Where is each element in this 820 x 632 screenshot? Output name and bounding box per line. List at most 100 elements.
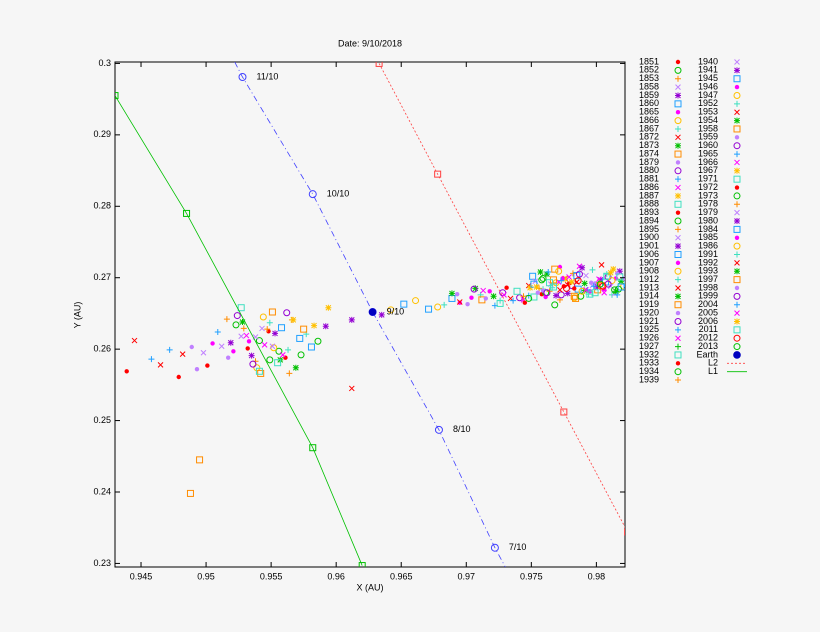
legend-label: 1865 xyxy=(639,107,659,117)
legend-label: 1933 xyxy=(639,358,659,368)
marker xyxy=(288,614,294,620)
legend-swatch xyxy=(674,217,682,225)
marker xyxy=(465,301,470,307)
marker xyxy=(575,270,583,278)
marker xyxy=(564,290,571,297)
marker xyxy=(527,284,534,291)
earth-track-label: 7/10 xyxy=(509,542,527,552)
legend-swatch xyxy=(675,176,681,183)
legend-swatch xyxy=(674,317,682,325)
marker xyxy=(278,324,286,332)
legend-swatch xyxy=(734,310,740,316)
marker xyxy=(616,273,624,281)
y-tick-label: 0.28 xyxy=(93,201,111,211)
marker xyxy=(596,280,604,288)
marker xyxy=(214,329,221,335)
marker xyxy=(590,283,597,290)
legend-swatch xyxy=(675,293,681,300)
legend-label: 1941 xyxy=(698,65,718,75)
legend-swatch xyxy=(675,134,681,141)
marker xyxy=(243,332,250,339)
legend-label: 1920 xyxy=(639,307,659,317)
marker xyxy=(545,269,552,275)
marker xyxy=(555,267,563,275)
legend-label: 1912 xyxy=(639,274,659,284)
marker xyxy=(610,266,617,273)
earth-track-label: 11/10 xyxy=(257,71,279,81)
marker xyxy=(456,299,463,305)
marker xyxy=(259,325,265,332)
y-tick-label: 0.3 xyxy=(98,58,111,68)
marker xyxy=(510,297,517,304)
legend-label: 1872 xyxy=(639,132,659,142)
legend-label: 1978 xyxy=(698,199,718,209)
y-axis-label: Y (AU) xyxy=(72,302,82,329)
legend-swatch xyxy=(734,117,740,124)
marker xyxy=(591,289,599,297)
marker xyxy=(499,289,507,297)
legend-swatch xyxy=(734,260,740,266)
legend-swatch xyxy=(734,159,740,166)
legend-label: 1853 xyxy=(639,73,659,83)
marker xyxy=(124,369,129,374)
marker xyxy=(245,346,250,351)
chart-title: Date: 9/10/2018 xyxy=(338,38,402,48)
marker xyxy=(560,408,568,416)
marker xyxy=(272,330,279,337)
x-tick-label: 0.965 xyxy=(390,571,413,581)
earth-track-point xyxy=(434,425,443,434)
legend-swatch xyxy=(734,84,740,90)
marker xyxy=(268,308,276,316)
legend-label: 1858 xyxy=(639,81,659,91)
earth-track-label: 10/10 xyxy=(327,189,350,199)
legend-label: 1997 xyxy=(698,274,718,284)
marker xyxy=(538,276,546,284)
legend-swatch xyxy=(675,160,681,165)
x-tick-label: 0.97 xyxy=(458,571,476,581)
legend-swatch xyxy=(674,251,682,259)
marker xyxy=(583,272,589,279)
legend-swatch xyxy=(733,276,741,284)
legend-label: 1852 xyxy=(639,65,659,75)
marker xyxy=(249,360,257,368)
legend-swatch xyxy=(674,100,682,108)
legend-swatch xyxy=(733,75,741,83)
marker xyxy=(574,277,582,285)
legend-swatch xyxy=(734,285,740,291)
marker xyxy=(349,623,355,629)
legend-swatch xyxy=(675,192,681,199)
legend-swatch xyxy=(734,218,740,225)
legend-label: 1887 xyxy=(639,190,659,200)
marker xyxy=(297,351,305,359)
x-tick-label: 0.95 xyxy=(197,571,215,581)
legend-label: 1913 xyxy=(639,282,659,292)
marker xyxy=(588,280,594,285)
marker xyxy=(205,363,210,368)
legend-label: 1881 xyxy=(639,174,659,184)
legend-label: 1991 xyxy=(698,249,718,259)
marker xyxy=(412,297,420,305)
marker xyxy=(283,309,291,317)
marker xyxy=(480,287,487,294)
legend-swatch xyxy=(675,125,681,132)
legend-swatch xyxy=(734,100,740,107)
legend-swatch xyxy=(675,285,681,291)
marker xyxy=(614,291,621,298)
legend-swatch xyxy=(674,267,682,275)
legend-swatch xyxy=(733,326,741,334)
legend-swatch xyxy=(675,84,681,90)
marker xyxy=(257,369,265,377)
marker xyxy=(434,303,442,311)
marker xyxy=(558,277,565,284)
marker xyxy=(572,286,577,291)
marker xyxy=(237,304,245,312)
marker xyxy=(322,323,329,330)
marker xyxy=(348,385,355,392)
legend-label: 1866 xyxy=(639,115,659,125)
legend-swatch xyxy=(675,92,681,99)
earth-track-line xyxy=(234,62,506,567)
marker xyxy=(425,305,433,313)
marker xyxy=(557,287,563,293)
marker xyxy=(186,489,194,497)
marker xyxy=(434,170,442,178)
